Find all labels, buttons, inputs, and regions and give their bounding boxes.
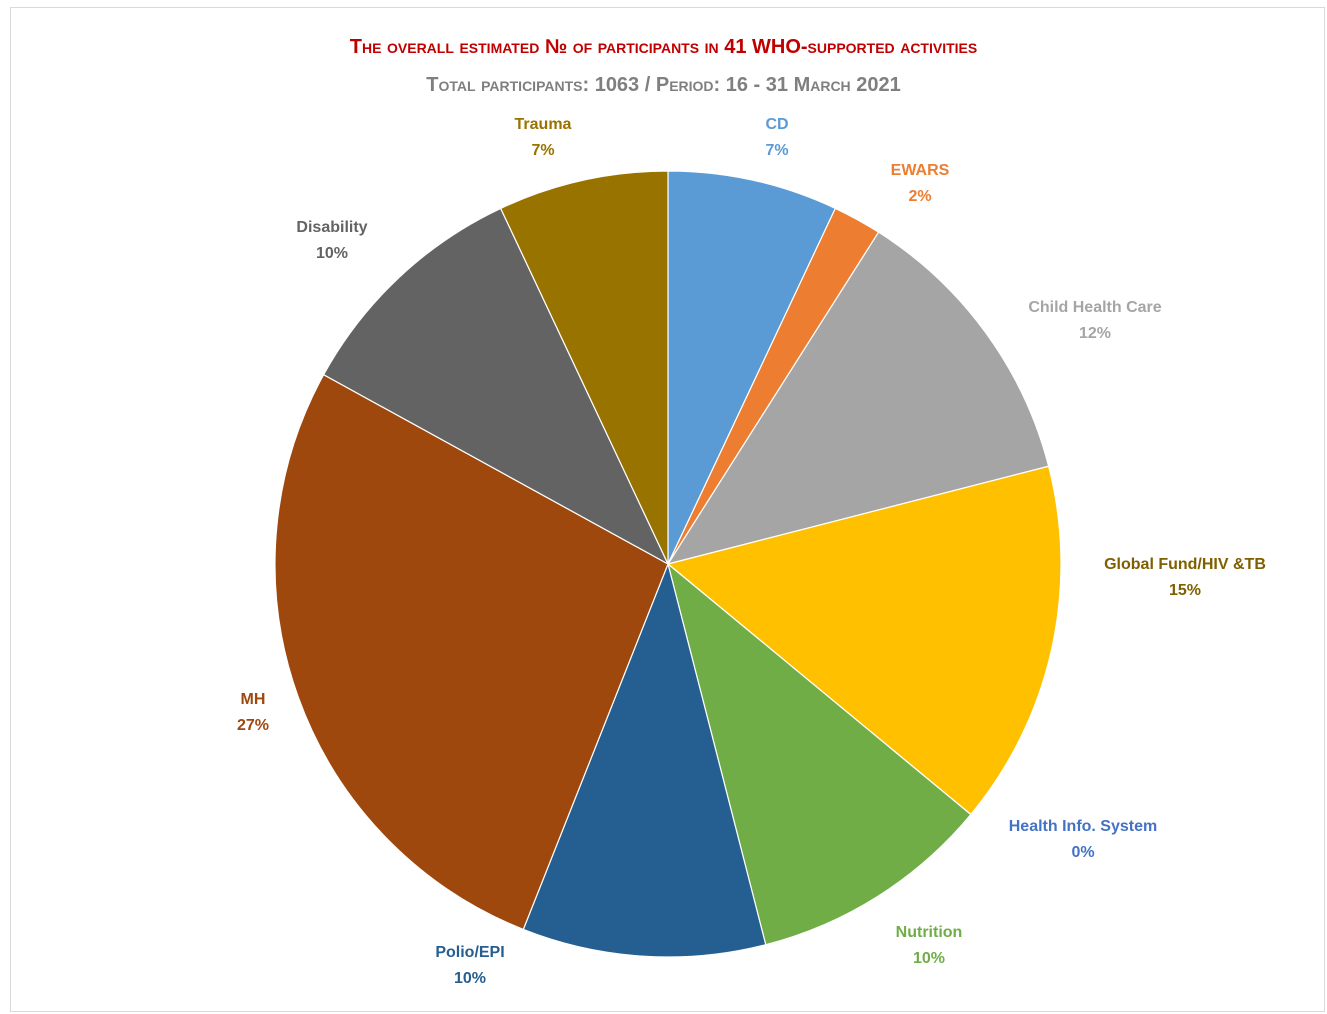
- slice-label-child-health-care: Child Health Care 12%: [995, 295, 1195, 347]
- slice-label-percent: 10%: [453, 970, 487, 987]
- slice-label-global-fund: Global Fund/HIV &TB 15%: [1070, 552, 1300, 604]
- slice-label-ewars: EWARS 2%: [870, 158, 970, 210]
- slice-label-disability: Disability 10%: [272, 215, 392, 267]
- pie-slice-trauma: [499, 170, 669, 565]
- slice-label-percent: 0%: [1071, 844, 1095, 861]
- slice-label-cd: CD 7%: [727, 112, 827, 164]
- slice-label-name: CD: [765, 116, 789, 133]
- slice-label-percent: 10%: [315, 245, 349, 262]
- slice-label-polio-epi: Polio/EPI 10%: [410, 940, 530, 992]
- slice-label-name: MH: [240, 691, 266, 708]
- pie-slice-child-health-care: [666, 231, 1050, 565]
- slice-label-name: Nutrition: [895, 924, 963, 941]
- slice-label-mh: MH 27%: [203, 687, 303, 739]
- slice-label-percent: 7%: [531, 142, 555, 159]
- slice-label-percent: 2%: [908, 188, 932, 205]
- slice-label-nutrition: Nutrition 10%: [869, 920, 989, 972]
- slice-label-health-info-system: Health Info. System 0%: [968, 814, 1198, 866]
- slice-label-name: Child Health Care: [1028, 299, 1162, 316]
- pie-slice-disability: [322, 207, 670, 566]
- pie-slice-cd: [667, 170, 837, 565]
- slice-label-name: Polio/EPI: [435, 944, 505, 961]
- chart-subtitle: Total participants: 1063 / Period: 16 - …: [426, 74, 901, 96]
- slice-label-percent: 15%: [1168, 582, 1202, 599]
- slice-label-name: Health Info. System: [1008, 818, 1158, 835]
- slice-label-trauma: Trauma 7%: [493, 112, 593, 164]
- slice-label-percent: 12%: [1078, 325, 1112, 342]
- pie-slice-nutrition: [666, 562, 972, 946]
- slice-label-percent: 27%: [236, 717, 270, 734]
- slice-label-name: Global Fund/HIV &TB: [1104, 556, 1266, 573]
- slice-label-name: Trauma: [514, 116, 572, 133]
- slice-label-name: EWARS: [890, 162, 950, 179]
- slice-label-percent: 10%: [912, 950, 946, 967]
- pie-slice-mh: [274, 373, 669, 931]
- pie-slice-polio-epi: [522, 562, 767, 958]
- chart-title: The overall estimated № of participants …: [349, 36, 978, 58]
- pie-slice-global-fund-hiv-tb: [666, 465, 1062, 816]
- slice-label-name: Disability: [296, 219, 368, 236]
- slice-label-percent: 7%: [765, 142, 789, 159]
